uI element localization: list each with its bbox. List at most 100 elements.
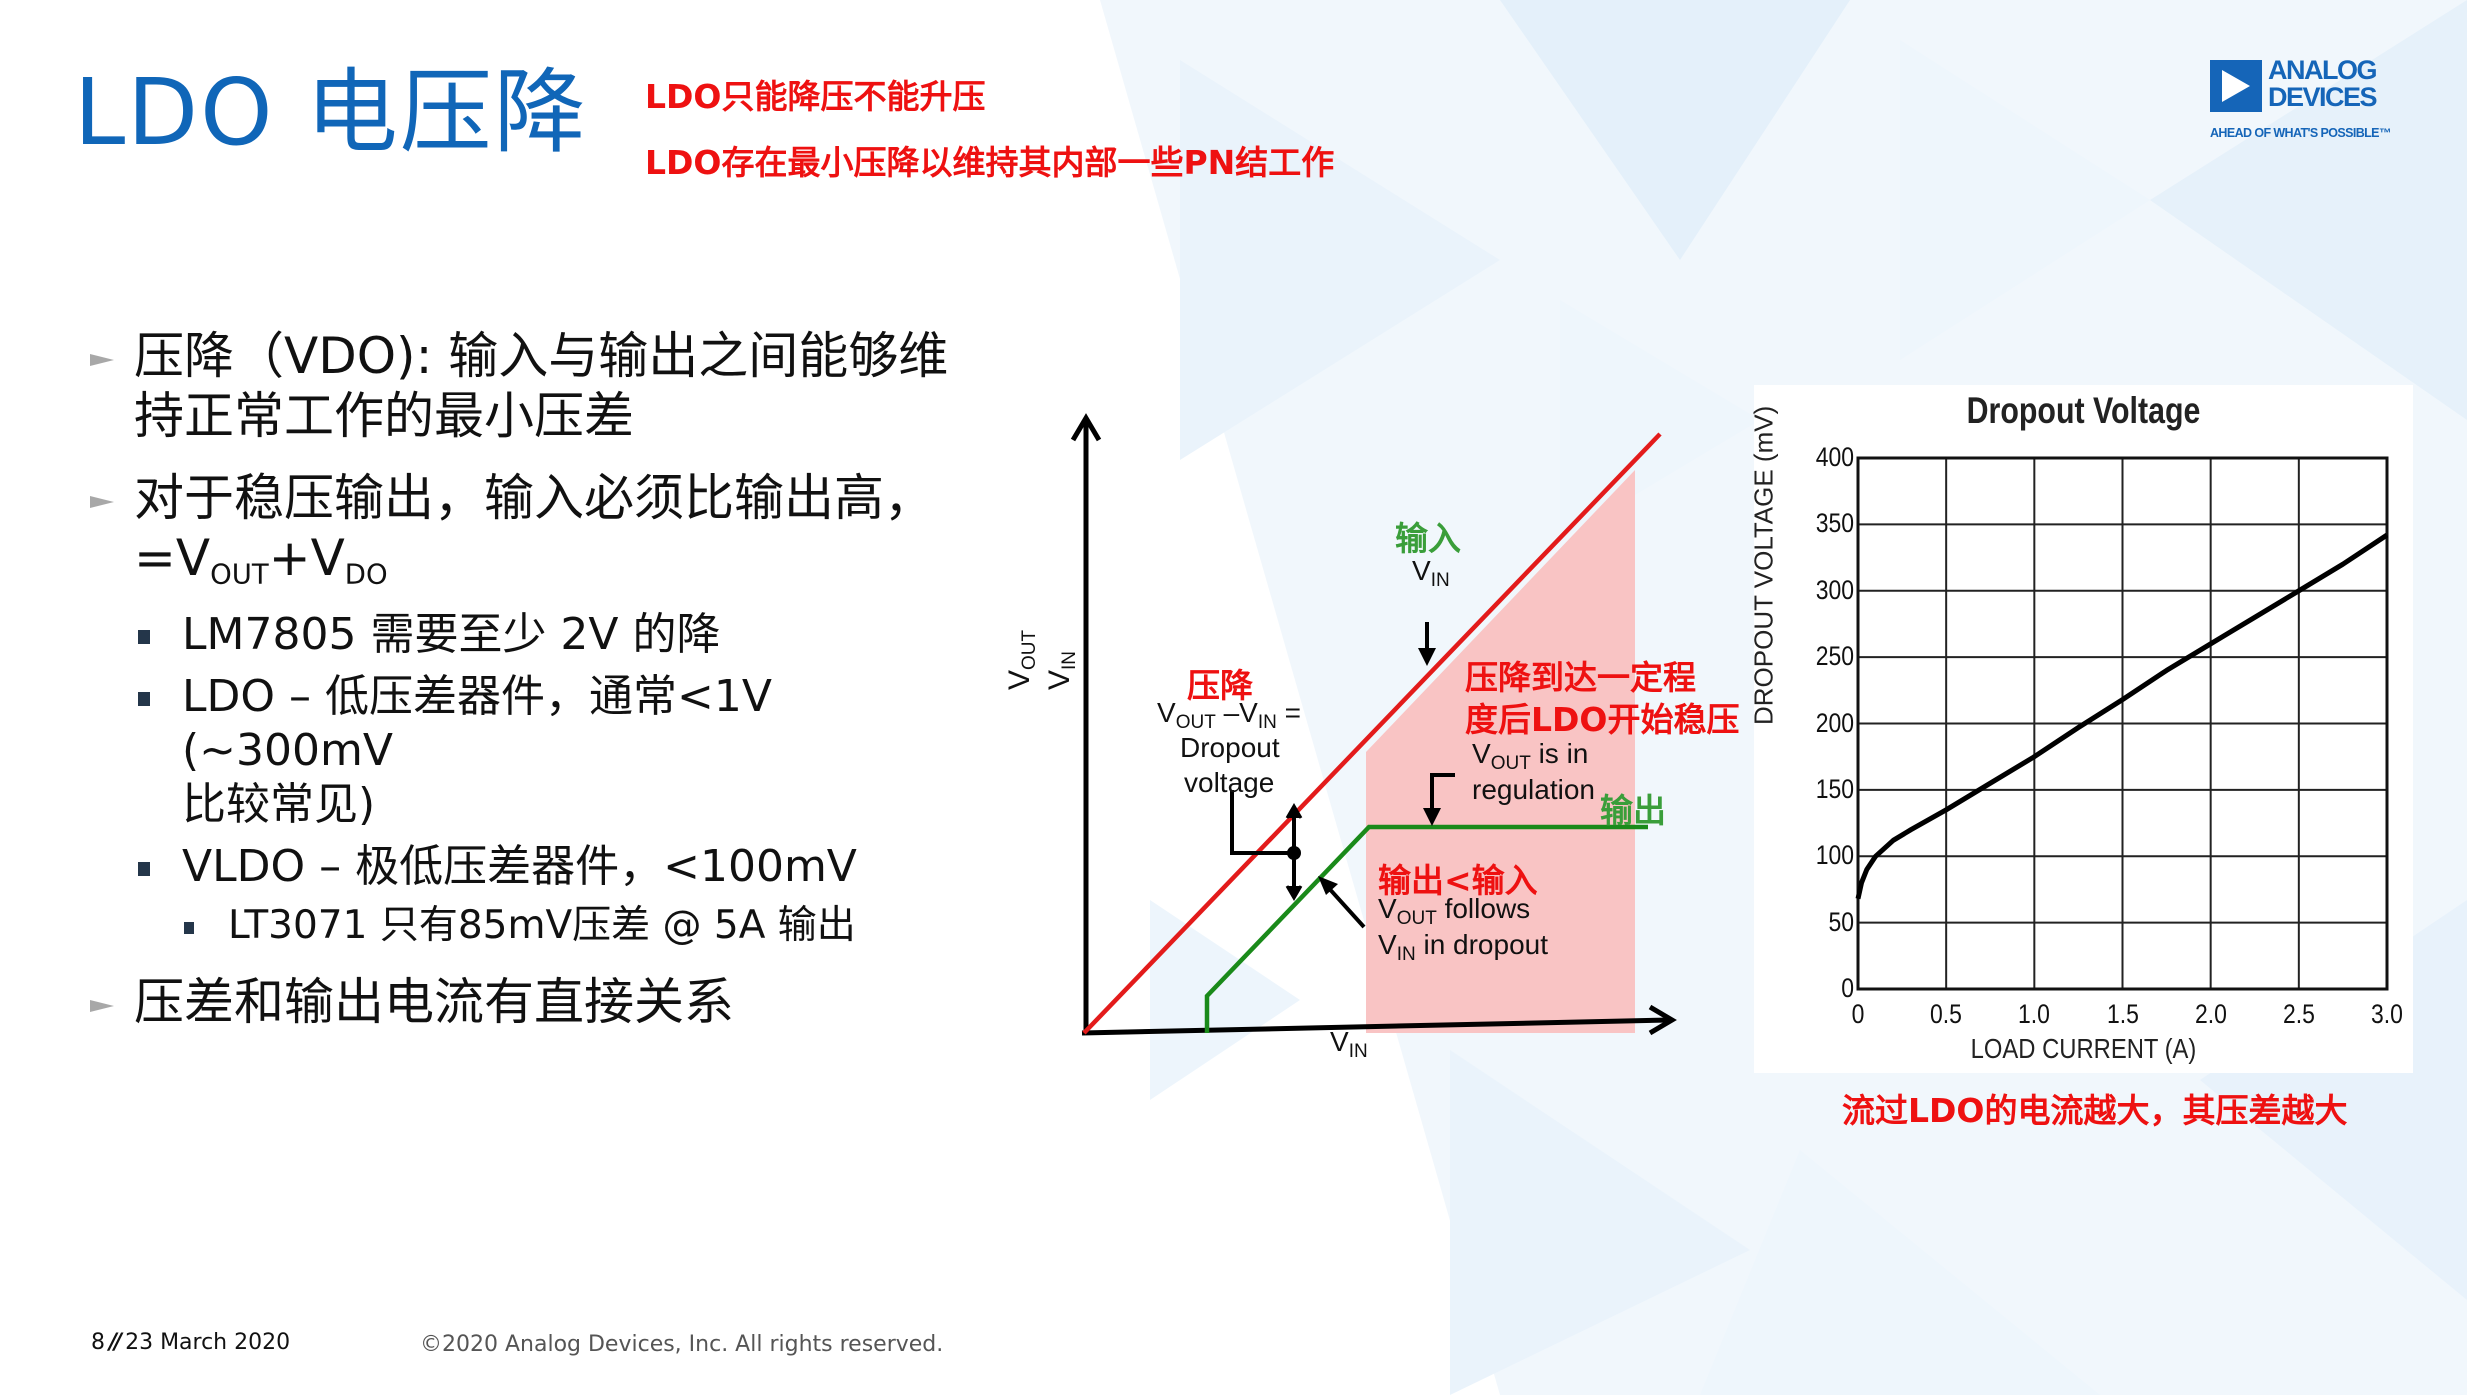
label-sub: OUT [1490, 753, 1531, 774]
formula-sub: DO [344, 558, 388, 591]
footer-page-date: 8//23 March 2020 [91, 1330, 290, 1355]
follows-label-cn: 输出<输入 [1378, 861, 1538, 900]
sub-bullet-ldo: LDO – 低压差器件，通常<1V (~300mV 比较常见) [90, 670, 990, 832]
sub-bullet-text: LDO – 低压差器件，通常<1V (~300mV [182, 671, 772, 777]
square-bullet-icon [138, 630, 150, 645]
follows-pointer-arrow-icon [1318, 876, 1338, 895]
dropout-curve [1855, 532, 2389, 900]
x-axis-label: VIN [1330, 1026, 1368, 1068]
x-axis [1081, 1017, 1671, 1036]
x-tick-label: 0.5 [1930, 999, 1963, 1029]
regulation-label-en: VOUT is in [1472, 738, 1588, 780]
label-part: V [1472, 738, 1491, 769]
label-part: –V [1215, 697, 1258, 728]
label-part: V [1378, 893, 1397, 924]
bullet-current-relation: 压差和输出电流有直接关系 [90, 972, 990, 1032]
bullet-text: 压差和输出电流有直接关系 [134, 973, 734, 1032]
bullet-list: 压降（VDO): 输入与输出之间能够维 持正常工作的最小压差 对于稳压输出，输入… [90, 326, 990, 1054]
x-tick-label: 0 [1851, 999, 1865, 1029]
triangle-bullet-icon [90, 1000, 114, 1013]
y-axis-label: VOUT VIN [1003, 629, 1085, 690]
sub-bullet-vldo: VLDO – 极低压差器件，<100mV [90, 840, 990, 894]
label-sub: IN [1059, 650, 1080, 670]
dropout-voltage-chart: Dropout Voltage 0 50 100 150 200 250 300 350 400… [1749, 385, 2413, 1073]
chart-x-label: LOAD CURRENT (A) [1970, 1033, 2197, 1064]
x-tick-label: 1.0 [2018, 999, 2051, 1029]
dropout-down-arrow-icon [1285, 885, 1303, 901]
label-part: V [1378, 929, 1397, 960]
slide-title: LDO 电压降 [74, 59, 588, 166]
label-part: V [1003, 669, 1036, 690]
bullet-text: 压降（VDO): 输入与输出之间能够维 [134, 327, 949, 385]
triangle-bullet-icon [90, 354, 114, 366]
footer-copyright: ©2020 Analog Devices, Inc. All rights re… [420, 1332, 944, 1357]
label-sub: IN [1257, 712, 1277, 733]
regulation-label-cn-1: 压降到达一定程 [1465, 658, 1696, 697]
label-part: V [1412, 555, 1431, 586]
logo-wordmark: ANALOG DEVICES [2268, 55, 2378, 112]
regulation-label-cn-2: 度后LDO开始稳压 [1465, 700, 1740, 739]
follows-label-en-line2: VIN in dropout [1378, 929, 1548, 971]
square-bullet-icon [138, 862, 150, 877]
formula-part: =V [134, 529, 211, 587]
regulation-region [1366, 470, 1635, 1033]
label-sub: IN [1396, 944, 1416, 965]
follows-label-en: VOUT follows [1378, 893, 1530, 935]
y-tick-label: 50 [1828, 906, 1854, 937]
formula-sub: OUT [210, 558, 269, 591]
bullet-text-continued: 持正常工作的最小压差 [134, 387, 634, 445]
analog-devices-logo: ANALOG DEVICES AHEAD OF WHAT'S POSSIBLE™ [2210, 55, 2425, 145]
vin-pointer-arrow-icon [1418, 648, 1436, 666]
bullet-text: 对于稳压输出，输入必须比输出高， [134, 469, 934, 527]
x-tick-label: 2.5 [2282, 999, 2315, 1029]
regulation-pointer [1430, 773, 1455, 818]
y-tick-label: 250 [1815, 641, 1854, 672]
x-tick-label: 1.5 [2106, 999, 2139, 1029]
x-tick-label: 3.0 [2371, 999, 2403, 1029]
sub-bullet-lm7805: LM7805 需要至少 2V 的降 [90, 608, 990, 662]
label-sub: IN [1348, 1041, 1368, 1062]
chart-y-label: DROPOUT VOLTAGE (mV) [1748, 405, 1779, 725]
label-sub: OUT [1396, 908, 1437, 929]
y-tick-label: 0 [1841, 973, 1854, 1003]
label-sub: OUT [1019, 629, 1040, 670]
bullet-dropout-definition: 压降（VDO): 输入与输出之间能够维 持正常工作的最小压差 [90, 326, 990, 446]
logo-triangle-icon [2210, 60, 2262, 112]
separator: // [109, 1330, 122, 1355]
output-label-cn: 输出 [1600, 791, 1666, 830]
square-bullet-icon [138, 692, 150, 707]
vin-line [1082, 432, 1662, 1035]
label-sub: IN [1430, 570, 1450, 591]
dropout-bracket [1230, 790, 1294, 855]
dropout-text-line2: Dropout [1180, 732, 1280, 763]
sub-sub-bullet-text: LT3071 只有85mV压差 @ 5A 输出 [228, 903, 856, 949]
label-part: V [1157, 697, 1176, 728]
y-tick-label: 200 [1815, 707, 1854, 738]
formula-part: +V [268, 529, 345, 587]
slide-date: 23 March 2020 [125, 1330, 291, 1355]
sub-sub-bullet-lt3071: LT3071 只有85mV压差 @ 5A 输出 [90, 902, 990, 950]
label-sub: OUT [1175, 712, 1216, 733]
square-bullet-icon [184, 922, 194, 935]
sub-bullet-text-continued: 比较常见) [182, 779, 376, 831]
bullet-input-higher: 对于稳压输出，输入必须比输出高， =VOUT+VDO [90, 468, 990, 604]
note-min-dropout: LDO存在最小压降以维持其内部一些PN结工作 [645, 143, 1335, 182]
y-tick-label: 350 [1815, 508, 1854, 539]
logo-line-1: ANALOG [2268, 55, 2378, 85]
dropout-text-line3: voltage [1184, 767, 1275, 798]
logo-tagline: AHEAD OF WHAT'S POSSIBLE™ [2210, 126, 2391, 140]
logo-line-2: DEVICES [2268, 82, 2378, 112]
label-part: is in [1530, 738, 1589, 769]
formula-vout-plus-vdo: =VOUT+VDO [134, 528, 990, 604]
chart-plot [1855, 456, 2389, 991]
y-tick-label: 300 [1815, 574, 1854, 605]
label-part: in dropout [1415, 929, 1549, 960]
vout-line [1204, 824, 1648, 1033]
dropout-up-arrow-icon [1285, 803, 1303, 819]
input-label-cn: 输入 [1395, 519, 1461, 558]
label-part: V [1043, 669, 1076, 690]
x-axis-arrow-icon [1648, 1004, 1677, 1036]
chart-caption: 流过LDO的电流越大，其压差越大 [1842, 1091, 2348, 1130]
